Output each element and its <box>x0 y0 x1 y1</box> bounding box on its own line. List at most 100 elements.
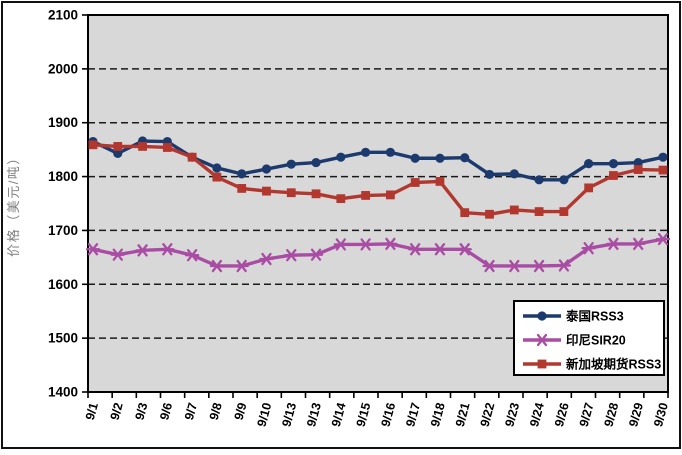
legend: 泰国RSS3 印尼SIR20 新加坡期货RSS3 <box>513 300 665 376</box>
series-singapore-futures-rss3 <box>88 140 668 219</box>
marker-square <box>559 207 569 216</box>
marker-asterisk <box>333 238 348 251</box>
x-tick-label: 9/8 <box>207 401 225 421</box>
marker-asterisk <box>432 243 448 256</box>
y-tick-label: 1900 <box>48 115 78 130</box>
marker-asterisk <box>507 259 522 273</box>
marker-square <box>187 152 197 162</box>
x-tick-label: 9/23 <box>502 401 522 428</box>
marker-circle <box>484 169 495 180</box>
marker-circle <box>385 147 395 157</box>
marker-square <box>113 142 123 151</box>
marker-asterisk <box>284 249 299 262</box>
marker-circle <box>537 311 547 321</box>
marker-circle <box>261 164 272 174</box>
x-tick-label: 9/7 <box>182 401 200 421</box>
y-tick-label: 1600 <box>48 277 78 292</box>
marker-asterisk <box>110 248 125 261</box>
marker-square <box>609 171 618 180</box>
y-tick-label: 2000 <box>48 61 78 76</box>
marker-asterisk <box>556 259 572 272</box>
marker-asterisk <box>606 237 621 251</box>
marker-asterisk <box>383 237 398 251</box>
marker-square <box>633 165 643 174</box>
marker-square <box>435 177 445 186</box>
x-tick-label: 9/27 <box>577 401 597 428</box>
x-tick-label: 9/3 <box>132 401 150 421</box>
marker-square <box>237 184 247 193</box>
marker-asterisk <box>534 333 550 347</box>
marker-asterisk <box>308 248 324 261</box>
marker-square <box>286 188 296 198</box>
marker-circle <box>534 175 544 185</box>
marker-circle <box>311 157 321 168</box>
marker-square <box>584 183 594 193</box>
y-axis: 2100 2000 1900 1800 1700 1600 1500 1400 <box>48 8 88 400</box>
marker-square <box>138 142 147 151</box>
x-tick-label: 9/9 <box>232 401 250 421</box>
marker-asterisk <box>531 259 547 273</box>
marker-circle <box>460 153 470 163</box>
y-tick-label: 1400 <box>48 385 78 400</box>
x-tick-label: 9/14 <box>329 401 349 428</box>
marker-asterisk <box>631 237 646 251</box>
y-tick-label: 1800 <box>48 169 78 184</box>
series-indonesia-sir20 <box>85 232 671 273</box>
marker-square <box>485 209 494 219</box>
x-tick-label: 9/13 <box>279 401 299 428</box>
marker-square <box>262 186 271 196</box>
x-tick-label: 9/16 <box>378 401 398 428</box>
marker-square <box>162 143 172 152</box>
marker-asterisk <box>135 244 150 257</box>
marker-circle <box>113 148 123 159</box>
x-tick-label: 9/18 <box>428 401 448 428</box>
y-tick-label: 2100 <box>48 8 78 23</box>
marker-circle <box>608 159 619 169</box>
marker-asterisk <box>160 243 175 256</box>
legend-item-indonesia-sir20: 印尼SIR20 <box>523 334 626 348</box>
gridlines <box>88 68 668 339</box>
marker-asterisk <box>209 259 225 273</box>
marker-square <box>537 359 547 369</box>
x-axis: 9/1 9/2 9/3 9/6 9/7 9/8 9/9 9/10 9/13 9/13 9/14 9/1… <box>83 392 671 428</box>
x-tick-label: 9/6 <box>157 401 175 421</box>
x-tick-label: 9/17 <box>403 401 423 428</box>
marker-asterisk <box>581 242 596 255</box>
marker-square <box>509 205 519 215</box>
marker-circle <box>633 157 643 168</box>
marker-square <box>460 208 470 218</box>
marker-square <box>658 165 668 175</box>
marker-circle <box>584 159 594 169</box>
marker-circle <box>559 175 569 185</box>
marker-asterisk <box>184 249 200 262</box>
x-tick-label: 9/2 <box>108 401 126 421</box>
marker-asterisk <box>482 259 497 273</box>
marker-square <box>311 189 321 199</box>
marker-square <box>385 190 395 200</box>
y-tick-label: 1500 <box>48 331 78 346</box>
marker-asterisk <box>234 259 249 273</box>
marker-circle <box>658 152 668 162</box>
marker-asterisk <box>259 252 274 266</box>
marker-square <box>534 207 544 216</box>
marker-asterisk <box>655 232 671 246</box>
x-tick-label: 9/30 <box>651 401 671 428</box>
marker-circle <box>435 153 445 163</box>
legend-item-singapore-futures-rss3: 新加坡期货RSS3 <box>523 357 661 372</box>
x-tick-label: 9/24 <box>527 401 547 428</box>
marker-square <box>410 178 420 187</box>
marker-circle <box>361 147 371 157</box>
legend-label: 泰国RSS3 <box>565 309 624 324</box>
x-tick-label: 9/15 <box>354 401 374 428</box>
marker-square <box>336 194 346 204</box>
marker-asterisk <box>358 238 373 251</box>
legend-label: 新加坡期货RSS3 <box>566 357 661 372</box>
marker-circle <box>509 169 519 179</box>
marker-asterisk <box>457 243 472 256</box>
marker-square <box>361 191 371 200</box>
marker-square <box>212 172 222 182</box>
marker-circle <box>237 169 247 179</box>
legend-item-thailand-rss3: 泰国RSS3 <box>523 309 624 324</box>
marker-circle <box>212 163 222 173</box>
x-tick-label: 9/29 <box>626 401 646 428</box>
